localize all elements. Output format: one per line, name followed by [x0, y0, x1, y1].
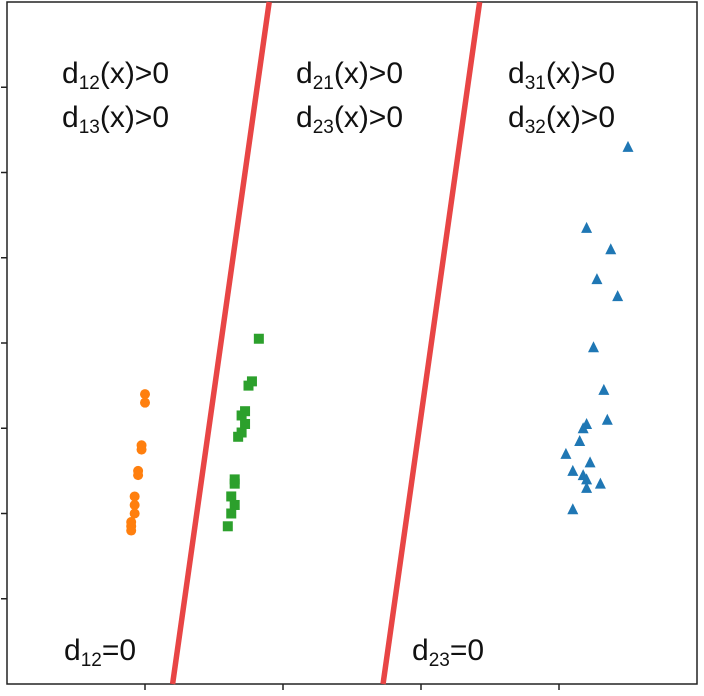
data-point-series-1 — [140, 389, 150, 400]
data-point-series-3 — [560, 447, 572, 459]
data-point-series-3 — [598, 383, 610, 395]
boundary-line-1 — [169, 1, 272, 685]
data-point-series-1 — [136, 444, 147, 455]
data-point-series-3 — [574, 435, 586, 447]
data-point-series-1 — [126, 525, 137, 536]
data-point-series-3 — [588, 341, 599, 353]
data-point-series-3 — [612, 290, 624, 302]
boundary-1-label: d12=0 — [62, 634, 139, 671]
data-point-series-1 — [129, 491, 140, 502]
region-1-line-2: d13(x)>0 — [62, 101, 170, 138]
data-point-series-3 — [577, 422, 589, 434]
decision-boundaries — [169, 1, 483, 685]
data-point-series-3 — [591, 273, 603, 285]
region-3-line-1: d31(x)>0 — [508, 57, 616, 94]
data-point-series-3 — [567, 503, 579, 515]
data-points — [126, 140, 634, 536]
data-point-series-2 — [253, 333, 264, 344]
region-2-line-2: d23(x)>0 — [296, 101, 404, 138]
data-point-series-3 — [622, 140, 634, 152]
data-point-series-1 — [129, 499, 140, 510]
data-point-series-3 — [601, 413, 613, 425]
data-point-series-2 — [226, 491, 237, 502]
data-point-series-3 — [567, 464, 579, 476]
region-1-line-1: d12(x)>0 — [62, 57, 170, 94]
data-point-series-3 — [605, 243, 617, 255]
data-point-series-2 — [226, 508, 237, 519]
region-2-label: d21(x)>0 d23(x)>0 — [296, 52, 403, 140]
data-point-series-2 — [229, 499, 240, 510]
data-point-series-2 — [236, 410, 247, 421]
region-2-line-1: d21(x)>0 — [296, 57, 404, 94]
data-point-series-1 — [133, 470, 144, 481]
data-point-series-3 — [581, 221, 593, 233]
data-point-series-1 — [129, 508, 140, 519]
data-point-series-2 — [240, 418, 251, 429]
data-point-series-2 — [222, 521, 233, 532]
data-point-series-1 — [140, 397, 150, 408]
region-3-line-2: d32(x)>0 — [508, 101, 616, 138]
data-point-series-3 — [584, 456, 596, 468]
data-point-series-3 — [594, 477, 606, 489]
data-point-series-2 — [229, 478, 240, 489]
data-point-series-3 — [581, 473, 593, 485]
data-point-series-2 — [243, 380, 254, 391]
data-point-series-3 — [581, 481, 593, 493]
region-1-label: d12(x)>0 d13(x)>0 — [62, 52, 169, 140]
data-point-series-2 — [233, 431, 244, 442]
boundary-2-label: d23=0 — [410, 634, 487, 671]
axis-ticks — [1, 86, 560, 690]
region-3-label: d31(x)>0 d32(x)>0 — [508, 52, 615, 140]
boundary-line-2 — [380, 1, 483, 685]
